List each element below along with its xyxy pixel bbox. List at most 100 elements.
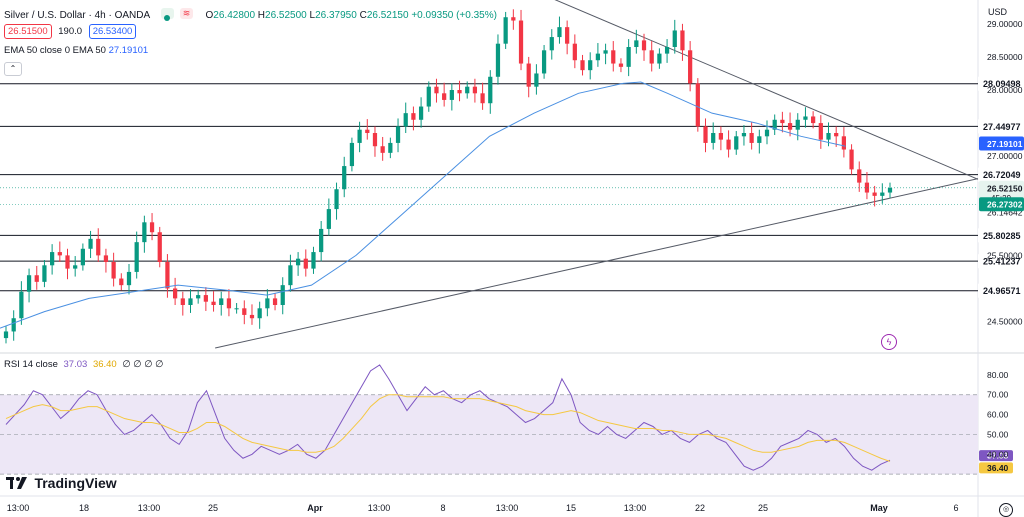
time-tick-label: May — [870, 503, 888, 513]
green-dot-icon[interactable] — [160, 8, 174, 22]
candle-body — [657, 53, 662, 64]
candle-body — [618, 63, 624, 67]
level-label-bg — [978, 76, 1024, 91]
rsi-tick-label: 70.00 — [987, 390, 1009, 400]
sell-button[interactable]: 26.51500 — [4, 24, 52, 39]
candle-body — [457, 90, 462, 94]
candle-body — [480, 93, 485, 104]
candle-body — [780, 119, 785, 124]
price-tick-label: 28.50000 — [987, 52, 1023, 62]
candle-body — [288, 265, 293, 286]
chevron-up-icon[interactable]: ⌃ — [4, 62, 22, 76]
rsi-last-bg — [979, 462, 1013, 474]
time-tick-label: 25 — [208, 503, 218, 513]
candle-body — [349, 142, 355, 167]
candle-body — [488, 76, 493, 104]
rsi-tick-label: 80.00 — [987, 370, 1009, 380]
time-tick-label: 22 — [695, 503, 705, 513]
level-label-bg — [978, 167, 1024, 182]
candle-body — [672, 30, 677, 47]
candle-body — [611, 50, 616, 64]
buy-button[interactable]: 26.53400 — [88, 24, 137, 39]
time-tick-label: 13:00 — [368, 503, 391, 513]
candle-body — [234, 308, 239, 310]
candle-body — [126, 271, 132, 286]
gear-icon[interactable]: ◎ — [999, 503, 1013, 517]
time-tick-label: 8 — [440, 503, 445, 513]
level-label-bg — [978, 119, 1024, 134]
rsi-ma-line — [5, 394, 891, 462]
high-label: H — [257, 10, 266, 21]
candle-body — [664, 47, 670, 54]
candle-body — [342, 166, 347, 190]
level-label-bg — [978, 283, 1024, 298]
tradingview-logo[interactable]: TradingView — [6, 474, 117, 494]
level-label: 25.80285 — [983, 231, 1021, 241]
candle-body — [772, 119, 777, 130]
candle-body — [65, 255, 70, 269]
candle-body — [226, 298, 232, 309]
candle-body — [718, 133, 724, 140]
candle-body — [249, 314, 255, 319]
rsi-tick-label: 60.00 — [987, 410, 1009, 420]
symbol-title[interactable]: Silver / U.S. Dollar · 4h · OANDA — [4, 10, 151, 21]
candle-body — [649, 50, 654, 64]
candle-body — [372, 133, 378, 147]
marker-label-bg — [979, 197, 1024, 212]
candle-body — [634, 40, 639, 47]
candle-body — [119, 278, 124, 286]
time-tick-label: 13:00 — [496, 503, 519, 513]
wave-icon[interactable]: ≋ — [180, 8, 194, 20]
ema-legend[interactable]: EMA 50 close 0 EMA 50 27.19101 — [4, 45, 148, 56]
ema-value: 27.19101 — [108, 45, 149, 56]
rsi-last-bg — [979, 450, 1013, 462]
candle-body — [841, 136, 846, 150]
candle-body — [749, 133, 754, 143]
candle-body — [680, 30, 685, 51]
candle-body — [57, 252, 62, 256]
candle-body — [272, 298, 278, 305]
candle-body — [688, 50, 693, 84]
candle-body — [857, 169, 862, 183]
candle-body — [511, 17, 516, 21]
candle-body — [572, 43, 577, 61]
candle-body — [50, 252, 55, 266]
currency-label[interactable]: USD — [988, 7, 1008, 17]
candle-body — [541, 50, 547, 74]
candle-body — [811, 116, 816, 124]
candle-body — [395, 126, 401, 143]
candle-body — [795, 119, 800, 130]
time-tick-label: Apr — [307, 503, 323, 513]
marker-label-ema: 27.19101 — [987, 139, 1023, 149]
time-tick-label: 15 — [566, 503, 576, 513]
candle-body — [3, 331, 9, 339]
rsi-last-label: 37.03 — [987, 451, 1009, 461]
candle-body — [565, 27, 570, 44]
marker-label-bg — [979, 136, 1024, 151]
rsi-last-label: 36.40 — [987, 463, 1009, 473]
candle-body — [357, 129, 362, 143]
candle-body — [465, 86, 470, 94]
candle-body — [418, 106, 424, 120]
candle-body — [703, 126, 708, 143]
open-value: 26.42800 — [213, 10, 256, 21]
candle-body — [388, 142, 393, 153]
candle-body — [872, 192, 877, 196]
close-label: C — [359, 10, 367, 21]
candle-body — [826, 133, 831, 140]
price-tick-label: 27.00000 — [987, 151, 1023, 161]
rsi-label: RSI 14 close — [4, 359, 58, 370]
candle-body — [103, 255, 109, 262]
candle-body — [196, 295, 201, 299]
level-label: 24.96571 — [983, 286, 1021, 296]
trendline — [215, 178, 979, 349]
rsi-legend[interactable]: RSI 14 close 37.03 36.40 ∅ ∅ ∅ ∅ — [4, 359, 163, 370]
candle-body — [365, 129, 370, 133]
ema-label: EMA 50 close 0 EMA 50 — [4, 45, 106, 56]
lightning-icon[interactable]: ϟ — [881, 334, 897, 350]
candle-body — [326, 209, 331, 229]
candle-body — [818, 123, 823, 140]
candle-body — [96, 238, 101, 256]
change-value: +0.09350 (+0.35%) — [411, 10, 497, 21]
